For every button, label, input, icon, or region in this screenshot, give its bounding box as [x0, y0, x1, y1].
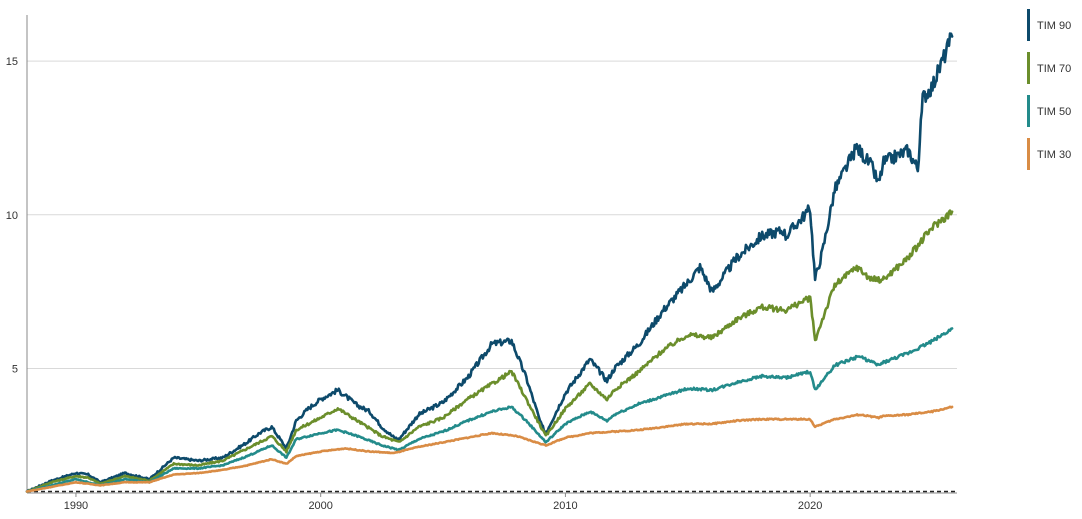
- y-tick-label: 15: [6, 56, 18, 68]
- series-line-tim-70: [25, 209, 954, 493]
- legend-label: TIM 30: [1037, 149, 1071, 161]
- x-tick-label: 1990: [64, 500, 88, 512]
- legend-swatch: [1027, 138, 1030, 170]
- series-line-tim-50: [25, 327, 954, 493]
- horizontal-gridlines: [27, 60, 957, 370]
- y-tick-label: 10: [6, 210, 18, 222]
- legend-swatch: [1027, 95, 1030, 127]
- x-axis-ticks: 1990 2000 2010 2020: [64, 493, 822, 512]
- x-tick-label: 2010: [553, 500, 577, 512]
- series-line-tim-30: [25, 405, 954, 493]
- series-lines: [25, 32, 954, 493]
- legend-label: TIM 90: [1037, 20, 1071, 32]
- y-axis-ticks: 5 10 15: [6, 56, 18, 375]
- legend-swatch: [1027, 52, 1030, 84]
- x-tick-label: 2000: [308, 500, 332, 512]
- legend: TIM 90 TIM 70 TIM 50 TIM 30: [1027, 9, 1071, 170]
- y-tick-label: 5: [12, 364, 18, 376]
- legend-label: TIM 70: [1037, 63, 1071, 75]
- series-line-tim-90: [25, 32, 954, 493]
- legend-swatch: [1027, 9, 1030, 41]
- x-tick-label: 2020: [798, 500, 822, 512]
- legend-label: TIM 50: [1037, 106, 1071, 118]
